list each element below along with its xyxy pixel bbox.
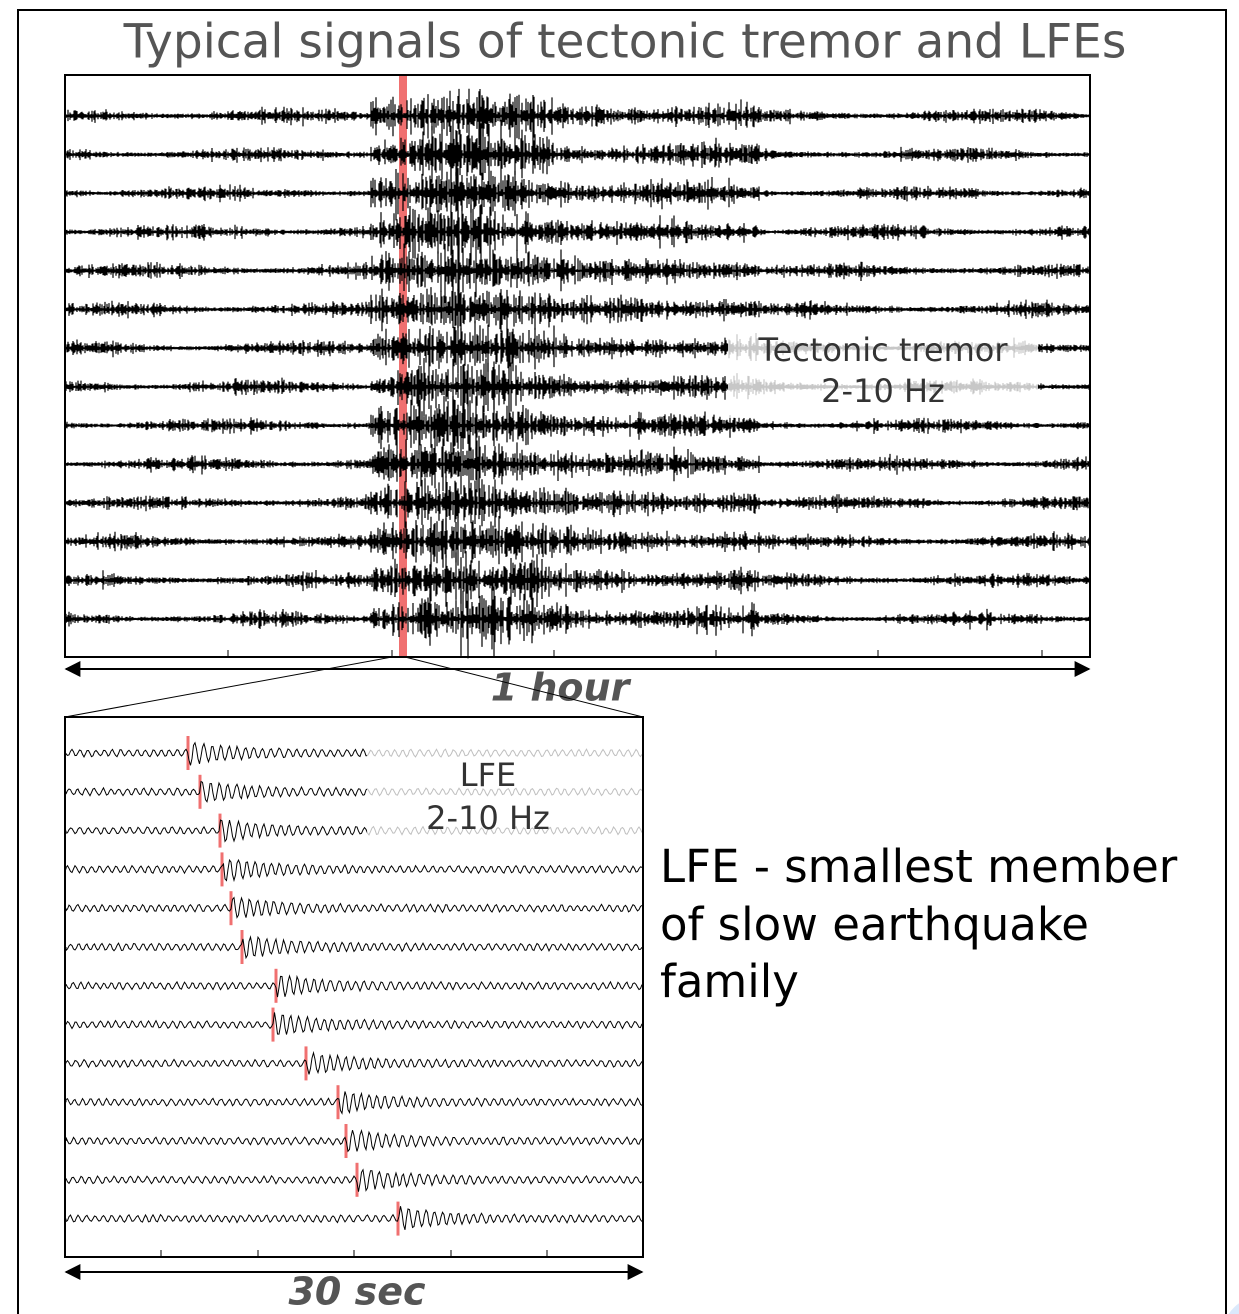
panel-label: LFE [460, 756, 516, 794]
seismogram [65, 580, 1090, 659]
label-backdrop [728, 320, 1038, 418]
panel-label: 2-10 Hz [821, 372, 945, 410]
seismogram [65, 896, 643, 919]
scale-label: 1 hour [491, 666, 632, 710]
caption: of slow earthquake [660, 898, 1089, 951]
seismogram [65, 1012, 643, 1035]
seismogram [65, 429, 1090, 496]
seismogram [65, 119, 1090, 193]
corner-decoration [1228, 1303, 1239, 1314]
seismogram [65, 204, 1090, 266]
seismogram [65, 858, 643, 883]
seismogram [65, 1206, 643, 1230]
seismogram [65, 513, 1090, 568]
zoom-line [64, 656, 393, 718]
seismogram [65, 476, 1090, 530]
zoom-line [404, 656, 644, 718]
seismogram [65, 935, 643, 960]
seismogram [65, 974, 643, 998]
label-backdrop [367, 740, 642, 840]
tremor-marker [399, 75, 407, 657]
scale-label: 30 sec [288, 1270, 426, 1314]
seismogram [65, 551, 1090, 609]
caption: LFE - smallest member [660, 840, 1178, 893]
panel-label: 2-10 Hz [426, 799, 550, 837]
seismogram [65, 237, 1090, 309]
seismogram [65, 1050, 643, 1075]
caption: family [660, 955, 799, 1008]
seismogram [65, 166, 1090, 222]
panel-label: Tectonic tremor [757, 331, 1008, 369]
slide-title: Typical signals of tectonic tremor and L… [123, 15, 1127, 70]
seismogram [65, 1168, 643, 1192]
seismogram [65, 1091, 643, 1115]
frame [17, 9, 1227, 1314]
tremor-panel-frame [64, 74, 1091, 658]
seismogram [65, 1129, 643, 1153]
lfe-panel-frame [64, 716, 644, 1258]
seismogram [65, 88, 1090, 148]
